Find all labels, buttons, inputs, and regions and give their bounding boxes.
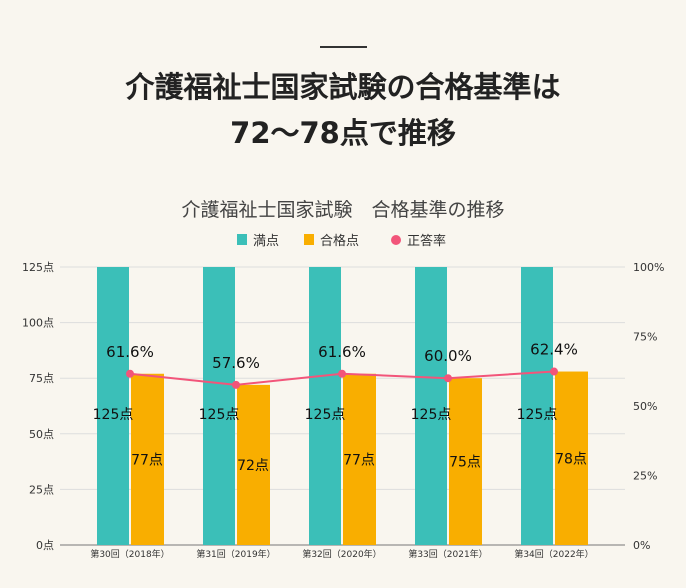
y-left-tick: 0点 <box>36 539 54 552</box>
bar-passing-score <box>237 384 270 545</box>
rate-point <box>232 380 240 389</box>
legend-label-1: 合格点 <box>320 233 359 249</box>
y-left-tick: 25点 <box>29 483 54 496</box>
bar-label-full: 125点 <box>411 407 452 423</box>
bar-label-full: 125点 <box>199 407 240 423</box>
bar-passing-score <box>449 378 482 545</box>
bar-label-passing: 75点 <box>449 455 481 471</box>
legend-marker-2 <box>391 235 401 245</box>
page-heading: 介護福祉士国家試験の合格基準は 72～78点で推移 <box>0 64 686 156</box>
rate-point <box>126 369 134 378</box>
bar-full-score <box>415 267 447 545</box>
bar-label-passing: 77点 <box>343 452 375 468</box>
bar-full-score <box>97 267 129 545</box>
chart-title: 介護福祉士国家試験 合格基準の推移 <box>181 199 504 221</box>
bar-passing-score <box>555 371 588 545</box>
rate-point <box>444 374 452 383</box>
heading-line1: 介護福祉士国家試験の合格基準は <box>125 70 561 104</box>
x-tick: 第31回（2019年） <box>196 548 275 560</box>
legend-label-0: 満点 <box>253 234 279 249</box>
bar-full-score <box>203 267 235 545</box>
y-right-tick: 0% <box>633 539 650 552</box>
y-left-tick: 75点 <box>29 372 54 385</box>
rate-point <box>338 369 346 378</box>
y-right-tick: 25% <box>633 470 657 483</box>
y-right-tick: 50% <box>633 400 657 413</box>
bar-full-score <box>309 267 341 545</box>
legend-label-2: 正答率 <box>407 233 446 249</box>
bar-passing-score <box>343 373 376 545</box>
rate-label: 62.4% <box>530 341 578 359</box>
bar-label-full: 125点 <box>517 407 558 423</box>
x-tick: 第30回（2018年） <box>90 548 169 560</box>
rate-label: 60.0% <box>424 347 472 365</box>
bar-passing-score <box>131 373 164 545</box>
heading-rule <box>320 46 367 48</box>
legend-swatch-1 <box>304 234 314 245</box>
y-left-tick: 50点 <box>29 428 54 441</box>
rate-label: 61.6% <box>106 343 154 361</box>
x-tick: 第32回（2020年） <box>302 548 381 560</box>
legend-swatch-0 <box>237 234 247 245</box>
x-tick: 第34回（2022年） <box>514 548 593 560</box>
rate-label: 61.6% <box>318 343 366 361</box>
y-right-tick: 100% <box>633 261 664 274</box>
x-tick: 第33回（2021年） <box>408 548 487 560</box>
y-right-tick: 75% <box>633 331 657 344</box>
bar-label-full: 125点 <box>93 407 134 423</box>
bar-full-score <box>521 267 553 545</box>
bar-label-passing: 77点 <box>131 452 163 468</box>
y-left-tick: 100点 <box>22 317 54 330</box>
rate-point <box>550 367 558 376</box>
y-left-tick: 125点 <box>22 261 54 274</box>
bar-label-passing: 72点 <box>237 458 269 474</box>
bar-label-passing: 78点 <box>555 451 587 467</box>
heading-line2: 72～78点で推移 <box>230 116 456 150</box>
rate-label: 57.6% <box>212 354 260 372</box>
bar-label-full: 125点 <box>305 407 346 423</box>
